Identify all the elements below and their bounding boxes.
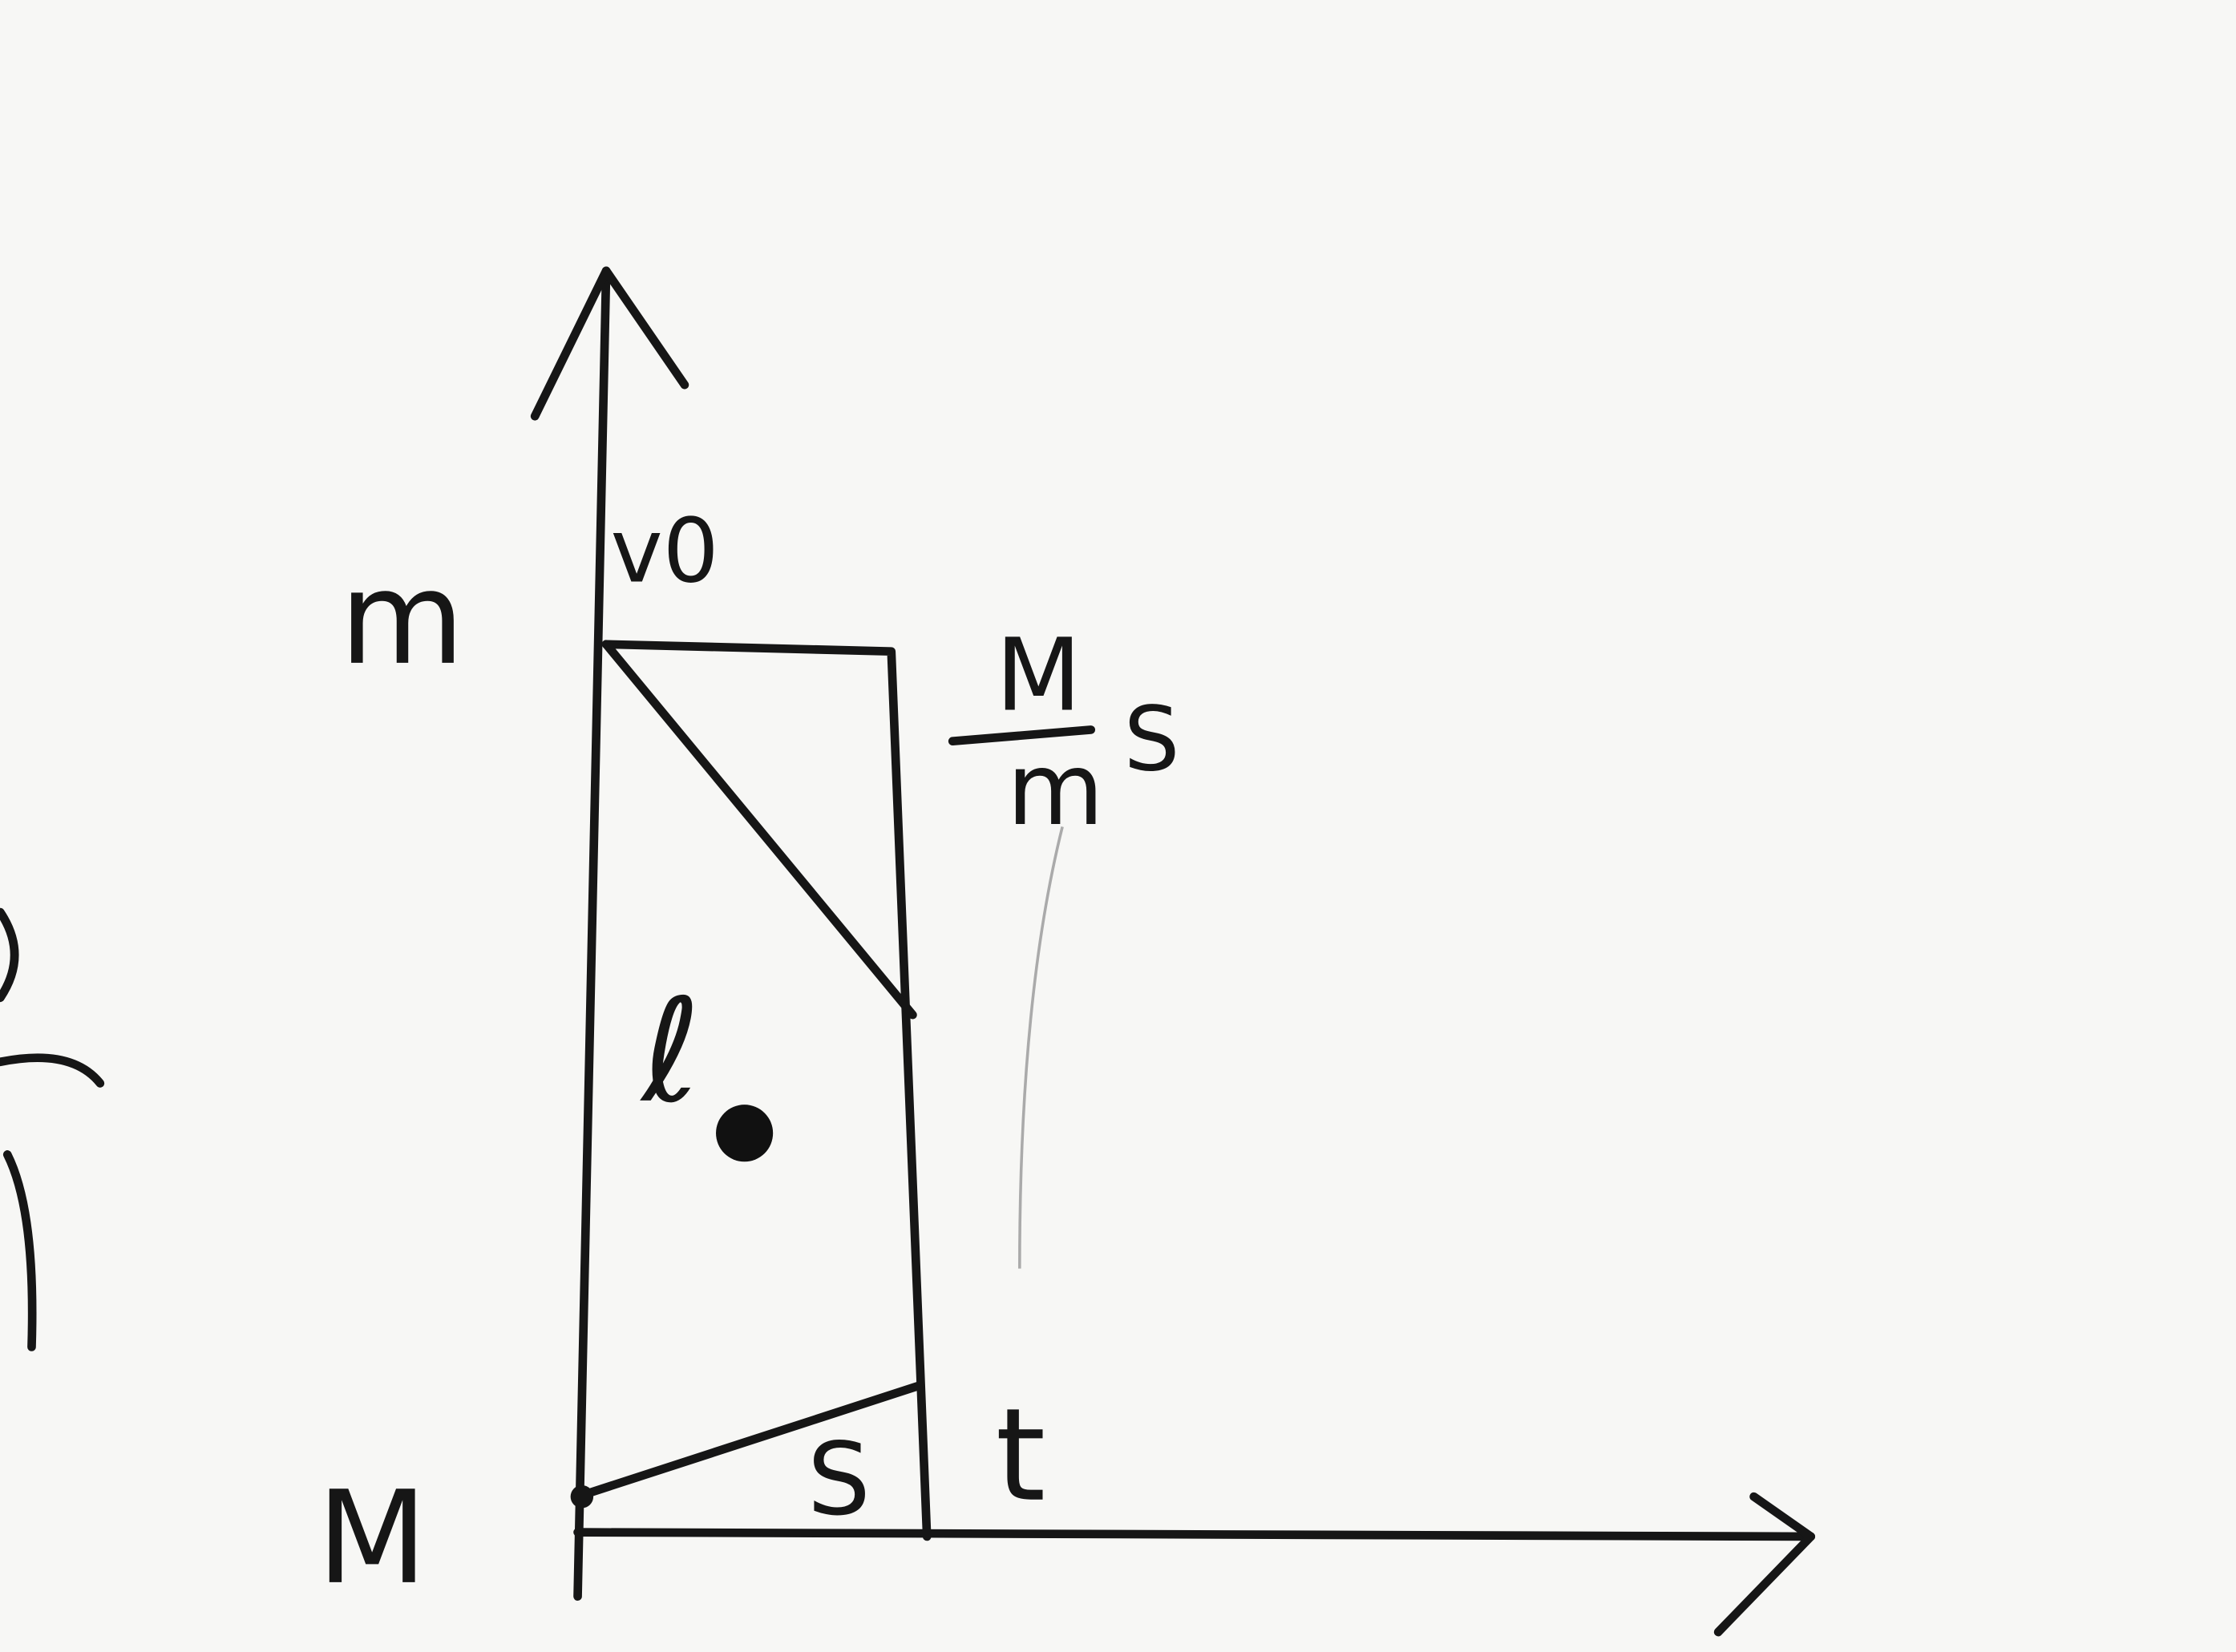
lower-line bbox=[573, 1381, 924, 1501]
y-axis-arrow bbox=[530, 266, 689, 421]
label: M bbox=[996, 618, 1082, 734]
label: ℓ bbox=[640, 968, 701, 1134]
fraction-bar bbox=[948, 725, 1096, 746]
margin-stroke bbox=[2, 1150, 37, 1351]
label: S bbox=[1124, 689, 1180, 791]
x-axis bbox=[573, 1528, 1816, 1541]
margin-stroke bbox=[0, 1053, 105, 1088]
pencil-line bbox=[1018, 826, 1064, 1269]
y-axis bbox=[573, 266, 611, 1601]
label: M bbox=[317, 1463, 427, 1613]
margin-stroke bbox=[0, 907, 19, 1003]
dot bbox=[570, 1484, 594, 1509]
label: v0 bbox=[610, 501, 718, 604]
label: t bbox=[996, 1380, 1046, 1530]
label: m bbox=[340, 543, 465, 693]
rectangle-edge bbox=[601, 640, 932, 1541]
label: m bbox=[1007, 732, 1104, 848]
diagonal-line bbox=[601, 640, 917, 1020]
label: S bbox=[807, 1422, 871, 1538]
ink-blob bbox=[716, 1105, 774, 1162]
x-axis-arrow bbox=[1713, 1492, 1816, 1637]
